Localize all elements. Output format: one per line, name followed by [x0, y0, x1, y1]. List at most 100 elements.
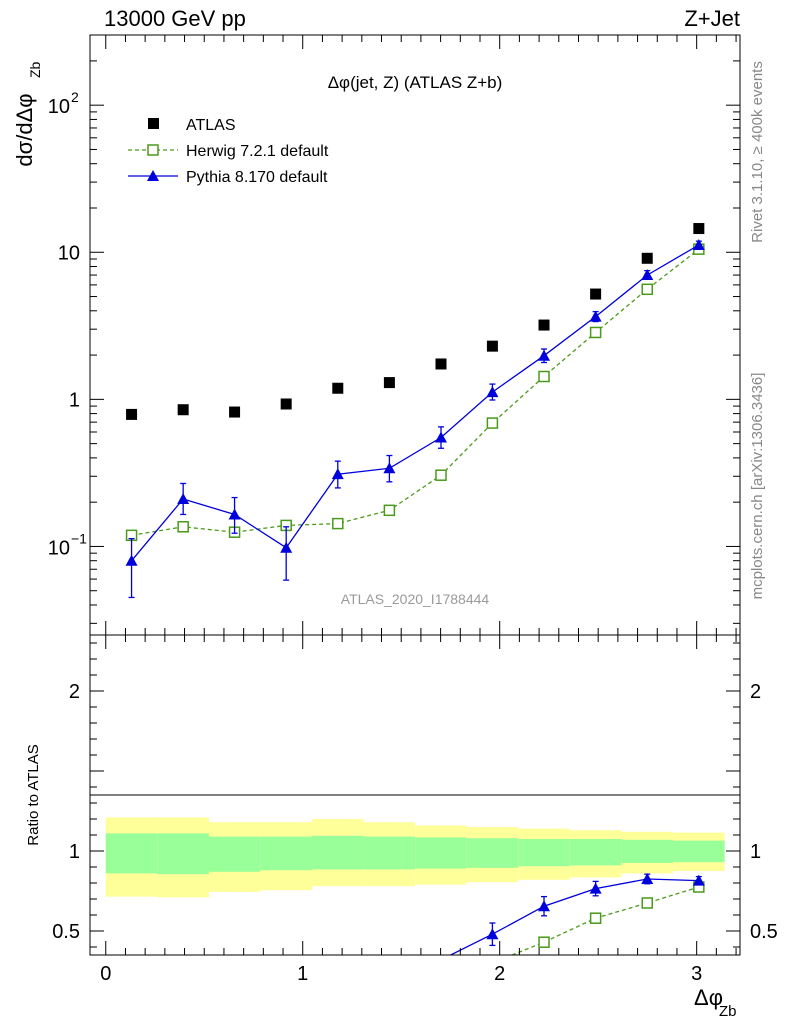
main-ytick-label-base: 10	[48, 96, 70, 118]
band-inner	[260, 836, 312, 871]
ratio-ytick-label-left: 1	[69, 841, 80, 863]
ratio-point	[589, 882, 602, 894]
main-title: Δφ(jet, Z) (ATLAS Z+b)	[328, 73, 503, 92]
data-point	[331, 468, 344, 480]
data-point	[332, 517, 344, 530]
data-point	[435, 358, 447, 370]
legend-label-herwig: Herwig 7.2.1 default	[186, 143, 329, 160]
data-point	[229, 406, 241, 418]
ratio-series-layer	[449, 873, 705, 955]
main-ytick-label-value: 1	[69, 389, 80, 411]
data-point	[228, 508, 241, 520]
data-point	[589, 326, 602, 339]
main-ytick-label-value: 10	[58, 242, 80, 264]
band-inner	[363, 836, 416, 870]
data-point	[641, 252, 653, 264]
x-axis-label-subscript: Zb	[719, 1003, 737, 1020]
series-line	[131, 244, 700, 562]
ratio-point	[486, 928, 499, 940]
data-point	[125, 554, 138, 566]
main-ytick-label-exp: 2	[71, 89, 79, 105]
band-inner	[415, 837, 467, 869]
legend: ATLAS Herwig 7.2.1 default Pythia 8.170 …	[128, 117, 329, 186]
series-herwig	[125, 243, 705, 542]
data-point	[641, 269, 654, 281]
xtick-label: 3	[691, 963, 702, 985]
data-point	[538, 319, 550, 331]
data-point	[332, 382, 344, 394]
xtick-label: 2	[494, 963, 505, 985]
data-point	[177, 404, 189, 416]
main-ytick-label: 1	[69, 389, 80, 411]
ratio-ytick-label-left: 0.5	[52, 921, 80, 943]
main-axis-ticks	[90, 34, 740, 635]
band-inner	[466, 838, 519, 868]
band-inner	[621, 839, 674, 863]
band-inner	[673, 840, 725, 863]
ratio-point	[692, 874, 705, 886]
ratio-series-line	[510, 886, 699, 955]
band-inner	[208, 836, 261, 872]
x-tick-labels: 0 1 2 3	[100, 963, 702, 985]
legend-marker-atlas	[148, 118, 159, 129]
ratio-ytick-label-right: 2	[750, 681, 761, 703]
ratio-uncertainty-bands	[105, 817, 725, 898]
main-y-axis-label-subscript: Zb	[27, 61, 43, 78]
data-point	[486, 417, 499, 429]
legend-label-atlas: ATLAS	[186, 117, 236, 134]
data-point	[383, 462, 396, 474]
legend-label-pythia: Pythia 8.170 default	[186, 169, 328, 186]
ratio-axis-ticks	[90, 635, 740, 955]
main-y-axis-label: dσ/dΔφ Zb	[12, 61, 43, 166]
data-point	[589, 310, 602, 322]
main-ytick-label-exp: −1	[71, 530, 87, 546]
data-point	[538, 349, 551, 361]
main-ytick-label: 10 −1	[48, 530, 87, 559]
legend-entry-pythia: Pythia 8.170 default	[128, 169, 328, 186]
main-y-axis-label-text: dσ/dΔφ	[12, 93, 37, 166]
band-inner	[518, 839, 570, 867]
series-pythia	[125, 239, 705, 599]
xtick-label: 1	[297, 963, 308, 985]
main-ytick-label-base: 10	[48, 537, 70, 559]
data-point	[590, 288, 602, 300]
ratio-point	[641, 897, 653, 909]
series-atlas	[126, 223, 705, 420]
x-axis-label: Δφ Zb	[694, 985, 737, 1020]
data-point	[383, 504, 396, 517]
band-inner	[157, 833, 209, 875]
series-line	[131, 248, 700, 536]
main-ytick-label: 10 2	[48, 89, 79, 118]
data-point	[280, 541, 293, 553]
rivet-version-label: Rivet 3.1.10, ≥ 400k events	[749, 61, 766, 243]
band-inner	[105, 833, 158, 874]
main-series-layer	[125, 223, 705, 599]
mcplots-label: mcplots.cern.ch [arXiv:1306.3436]	[749, 373, 766, 600]
ratio-ytick-label-left: 2	[69, 681, 80, 703]
ratio-panel: 0.5 0.5 1 1 2 2 0 1 2 3 Ratio to ATLAS Δφ Zb	[25, 634, 778, 1020]
data-point	[177, 493, 190, 505]
data-point	[177, 521, 189, 533]
data-point	[693, 223, 705, 235]
data-point	[486, 340, 498, 352]
legend-entry-herwig: Herwig 7.2.1 default	[128, 143, 329, 160]
legend-marker-herwig	[147, 144, 159, 156]
xtick-label: 0	[100, 963, 111, 985]
analysis-label: ATLAS_2020_I1788444	[341, 591, 490, 607]
ratio-ytick-label-right: 1	[750, 841, 761, 863]
data-point	[383, 377, 395, 389]
band-inner	[569, 839, 622, 866]
ratio-frame	[89, 634, 741, 956]
x-axis-label-text: Δφ	[694, 985, 723, 1010]
band-inner	[311, 835, 364, 870]
data-point	[435, 469, 447, 481]
main-ytick-label: 10	[58, 242, 80, 264]
legend-entry-atlas: ATLAS	[148, 117, 236, 134]
ratio-point	[641, 873, 654, 884]
legend-marker-pythia	[147, 170, 159, 181]
data-point	[538, 370, 550, 383]
header-left-label: 13000 GeV pp	[104, 6, 246, 31]
